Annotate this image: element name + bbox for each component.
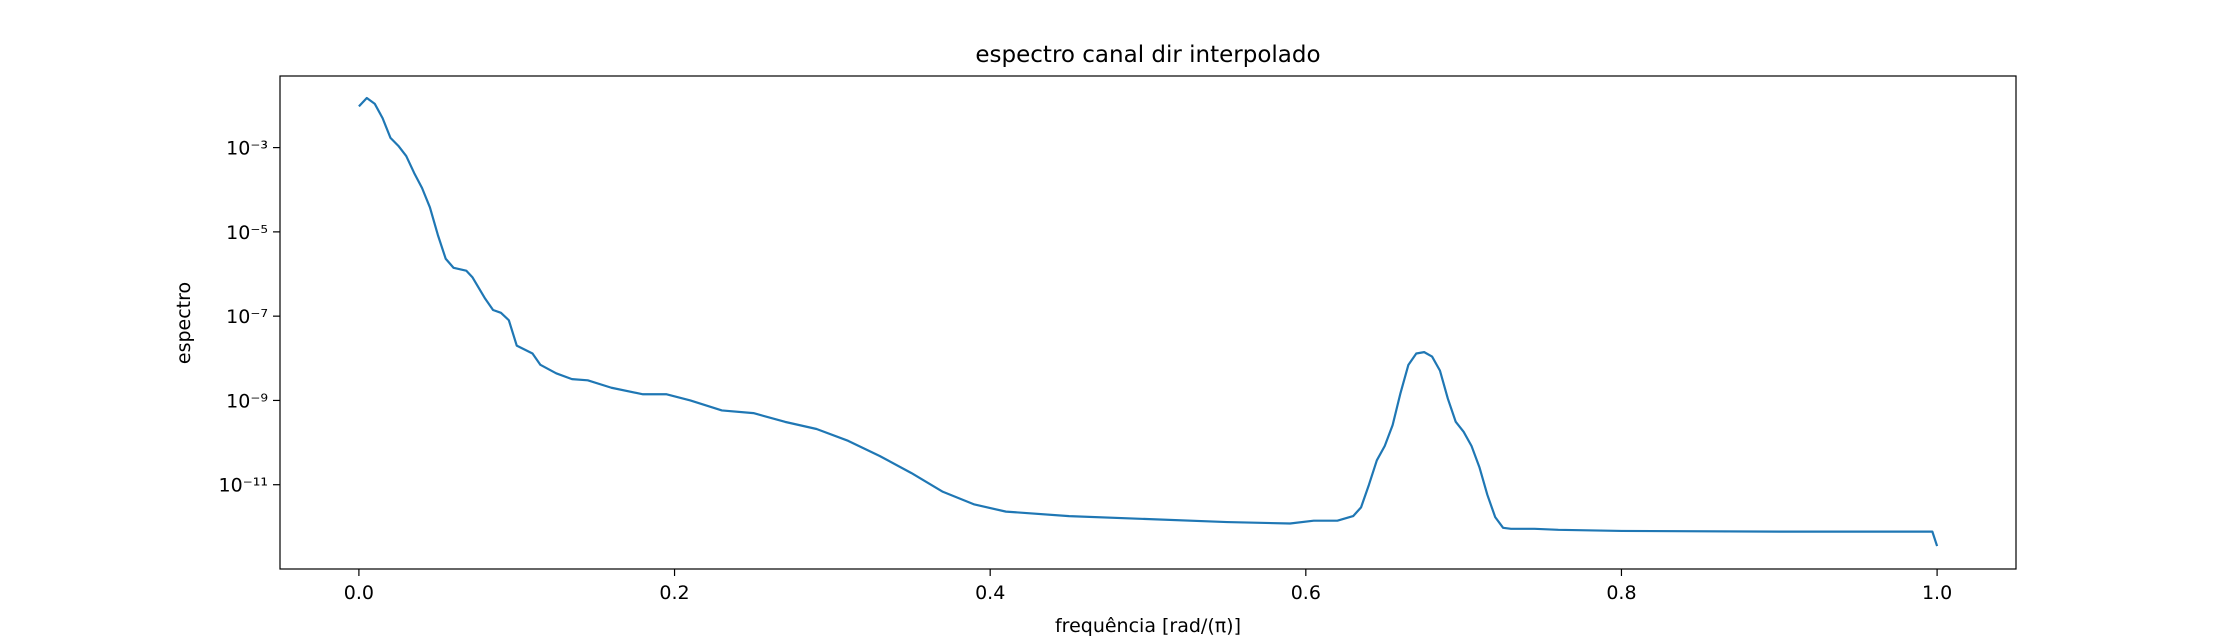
x-axis-label: frequência [rad/(π)]: [1055, 615, 1241, 637]
x-tick-label: 0.0: [344, 582, 374, 604]
y-tick-label: 10⁻¹¹: [219, 475, 268, 497]
y-axis-label: espectro: [173, 282, 195, 364]
y-tick-label: 10⁻⁵: [226, 222, 268, 244]
plot-frame: [279, 75, 2017, 570]
x-tick-label: 0.8: [1606, 582, 1636, 604]
line: [358, 96, 1939, 547]
x-tick-label: 1.0: [1922, 582, 1952, 604]
x-tick-label: 0.6: [1291, 582, 1321, 604]
x-tick-label: 0.4: [975, 582, 1005, 604]
y-tick-label: 10⁻³: [226, 138, 268, 160]
chart-title: espectro canal dir interpolado: [975, 42, 1320, 68]
x-tick-label: 0.2: [659, 582, 689, 604]
y-tick-label: 10⁻⁷: [226, 306, 268, 328]
y-tick-label: 10⁻⁹: [226, 390, 268, 412]
